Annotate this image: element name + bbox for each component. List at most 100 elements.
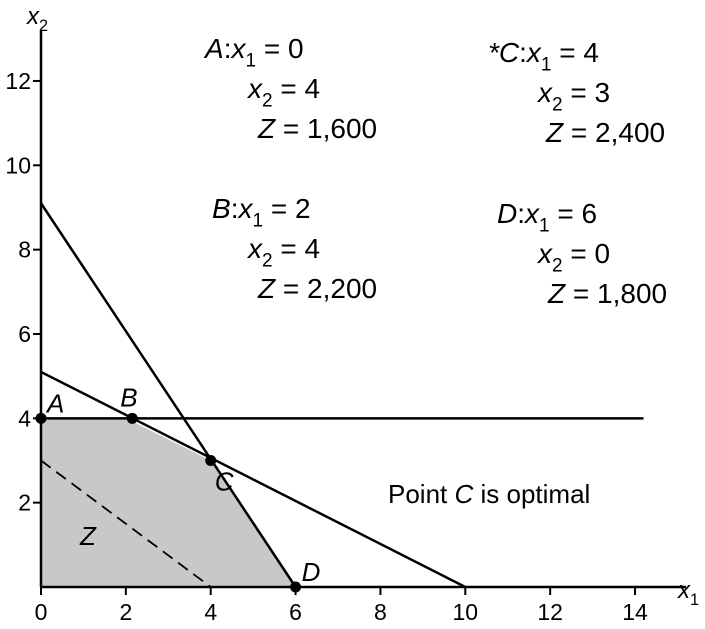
- text-part: :: [231, 193, 239, 224]
- y-axis-label: x2: [26, 3, 48, 35]
- text-part: Z: [545, 117, 564, 148]
- solution-line: x2 = 0: [536, 238, 610, 276]
- text-part: *C: [488, 37, 520, 68]
- solution-line: Z = 2,400: [545, 117, 665, 148]
- text-part: is optimal: [473, 479, 590, 509]
- text-part: 3: [595, 77, 611, 108]
- y-tick-label: 10: [5, 152, 31, 178]
- solution-line: Z = 2,200: [257, 273, 377, 304]
- objective-label: Z: [79, 521, 97, 551]
- text-part: x: [523, 198, 540, 229]
- point-label: C: [215, 466, 234, 496]
- x-tick-label: 8: [374, 599, 387, 625]
- y-tick-label: 2: [18, 490, 31, 516]
- y-tick-label: 12: [5, 68, 31, 94]
- text-part: A: [203, 33, 224, 64]
- text-part: x: [246, 233, 263, 264]
- text-part: =: [565, 278, 597, 309]
- text-part: :: [224, 33, 232, 64]
- point-label: D: [302, 557, 321, 587]
- x-tick-label: 0: [35, 599, 48, 625]
- text-part: 1: [539, 215, 550, 236]
- text-part: =: [263, 193, 295, 224]
- text-part: 4: [583, 37, 599, 68]
- solution-line: x2 = 4: [246, 233, 320, 271]
- solution-line: x2 = 4: [246, 73, 320, 111]
- text-part: B: [212, 193, 231, 224]
- text-part: 1: [690, 591, 699, 609]
- text-part: 2: [39, 17, 48, 35]
- text-part: 0: [595, 238, 611, 269]
- text-part: 1: [541, 54, 552, 75]
- text-part: =: [256, 33, 288, 64]
- text-part: 2: [552, 255, 563, 276]
- text-part: =: [563, 238, 595, 269]
- text-part: =: [563, 77, 595, 108]
- text-part: Point: [388, 479, 455, 509]
- corner-point: [205, 454, 217, 466]
- corner-point: [35, 412, 47, 424]
- text-part: 6: [582, 198, 598, 229]
- x-tick-label: 6: [289, 599, 302, 625]
- text-part: 1: [252, 210, 263, 231]
- x-tick-label: 14: [622, 599, 648, 625]
- text-part: x: [525, 37, 542, 68]
- text-part: Z: [257, 113, 276, 144]
- constraint-line: [40, 370, 466, 589]
- text-part: 1: [245, 50, 256, 71]
- text-part: x: [246, 73, 263, 104]
- text-part: D: [497, 198, 517, 229]
- solution-line: x2 = 3: [536, 77, 610, 115]
- y-tick-label: 8: [18, 237, 31, 263]
- corner-point: [290, 581, 302, 593]
- text-part: =: [552, 37, 584, 68]
- text-part: =: [563, 117, 595, 148]
- solution-line: D:x1 = 6: [497, 198, 597, 236]
- y-tick-label: 6: [18, 321, 31, 347]
- constraint-line: [39, 202, 297, 588]
- text-part: Z: [547, 278, 566, 309]
- text-part: 2,400: [595, 117, 665, 148]
- text-part: 2: [552, 94, 563, 115]
- text-part: x: [536, 77, 553, 108]
- x-tick-label: 4: [204, 599, 217, 625]
- y-tick-label: 4: [18, 405, 31, 431]
- text-part: =: [273, 73, 305, 104]
- solution-line: B:x1 = 2: [212, 193, 311, 231]
- text-part: x: [26, 3, 40, 30]
- objective-line: [40, 459, 212, 588]
- annotation: Point C is optimal: [388, 479, 590, 509]
- text-part: 2,200: [307, 273, 377, 304]
- text-part: 0: [288, 33, 304, 64]
- feasible-region: [41, 418, 296, 587]
- text-part: 2: [295, 193, 311, 224]
- text-part: =: [273, 233, 305, 264]
- text-part: =: [275, 113, 307, 144]
- text-part: 2: [262, 90, 273, 111]
- x-tick-label: 12: [537, 599, 563, 625]
- point-label: A: [45, 388, 64, 418]
- text-part: =: [275, 273, 307, 304]
- point-label: B: [120, 382, 137, 412]
- x-tick-label: 2: [119, 599, 132, 625]
- x-axis-label: x1: [677, 577, 699, 609]
- text-part: :: [519, 37, 527, 68]
- solution-line: Z = 1,600: [257, 113, 377, 144]
- text-part: x: [536, 238, 553, 269]
- solution-line: *C:x1 = 4: [488, 37, 599, 75]
- x-tick-label: 10: [453, 599, 479, 625]
- text-part: x: [236, 193, 253, 224]
- corner-point: [126, 412, 138, 424]
- text-part: 1,800: [597, 278, 667, 309]
- text-part: Z: [257, 273, 276, 304]
- solution-line: A:x1 = 0: [203, 33, 304, 71]
- solution-line: Z = 1,800: [547, 278, 667, 309]
- text-part: C: [455, 479, 474, 509]
- text-part: 4: [305, 73, 321, 104]
- text-part: x: [229, 33, 246, 64]
- text-part: :: [517, 198, 525, 229]
- text-part: =: [550, 198, 582, 229]
- text-part: 4: [305, 233, 321, 264]
- text-part: 2: [262, 250, 273, 271]
